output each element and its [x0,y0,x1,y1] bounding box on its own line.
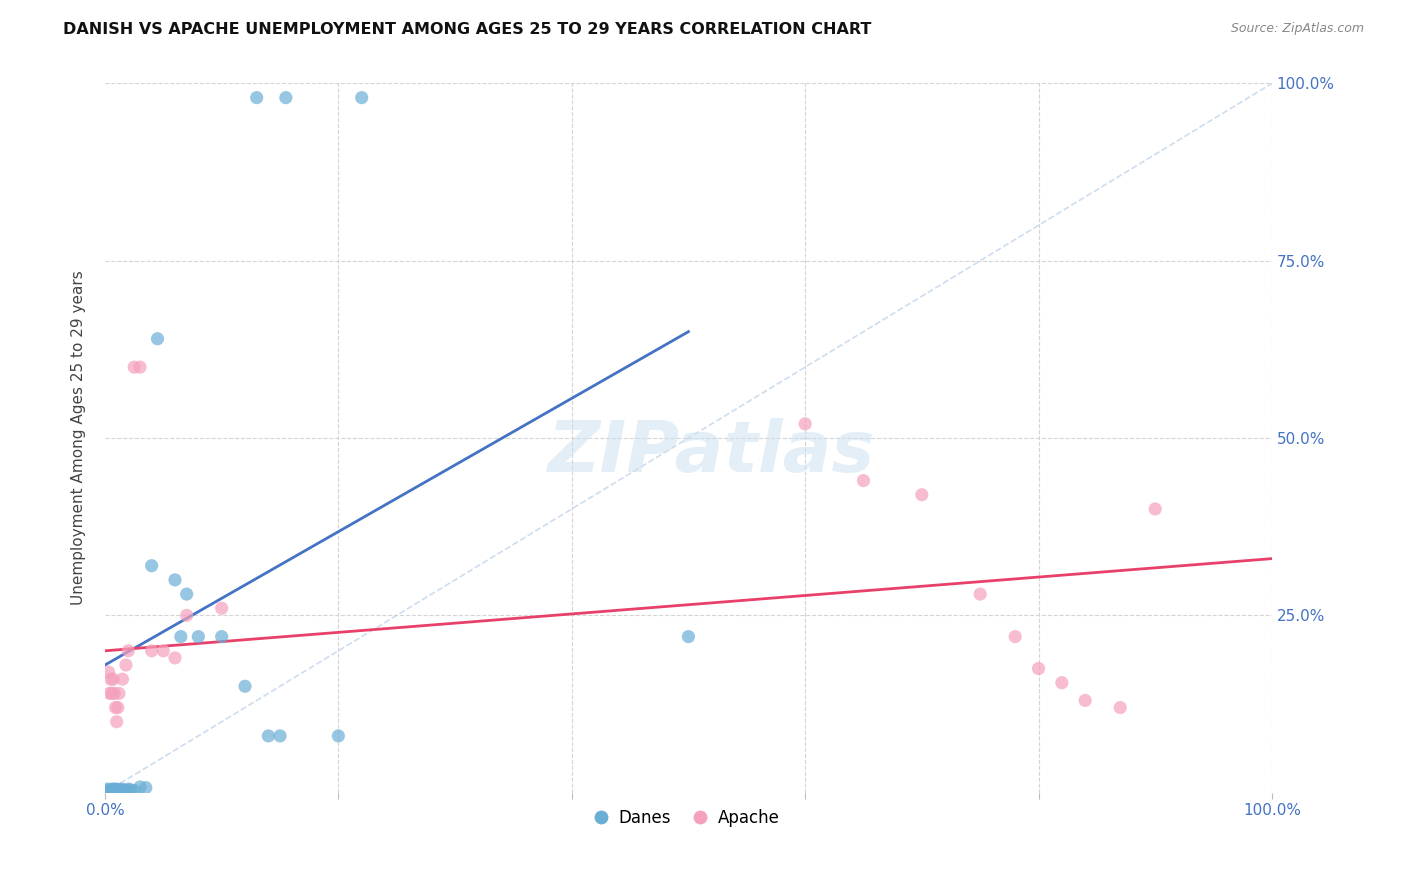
Point [328,729,350,743]
Point [101,782,124,797]
Point [141,644,163,658]
Text: Source: ZipAtlas.com: Source: ZipAtlas.com [1230,22,1364,36]
Y-axis label: Unemployment Among Ages 25 to 29 years: Unemployment Among Ages 25 to 29 years [72,270,86,606]
Legend: Danes, Apache: Danes, Apache [591,803,786,834]
Point [97,665,120,679]
Point [97,783,120,797]
Point [101,783,124,797]
Point [101,672,124,686]
Point [246,90,269,104]
Point [100,672,122,686]
Point [122,783,145,797]
Point [103,782,125,797]
Point [678,630,700,644]
Point [274,90,297,104]
Point [911,488,934,502]
Point [104,700,127,714]
Point [117,782,139,797]
Point [101,783,124,797]
Point [96,782,118,797]
Point [1004,630,1026,644]
Point [1028,661,1050,675]
Point [107,700,129,714]
Text: DANISH VS APACHE UNEMPLOYMENT AMONG AGES 25 TO 29 YEARS CORRELATION CHART: DANISH VS APACHE UNEMPLOYMENT AMONG AGES… [63,22,872,37]
Point [129,360,152,375]
Point [170,630,193,644]
Point [105,782,128,797]
Point [103,783,125,797]
Point [146,332,169,346]
Point [111,783,134,797]
Point [105,783,128,797]
Point [969,587,991,601]
Text: ZIPatlas: ZIPatlas [548,417,876,487]
Point [211,601,233,615]
Point [176,608,198,623]
Point [104,783,127,797]
Point [120,782,142,797]
Point [98,686,121,700]
Point [122,360,145,375]
Point [115,783,138,797]
Point [1050,675,1073,690]
Point [187,630,209,644]
Point [176,587,198,601]
Point [211,630,233,644]
Point [115,658,138,673]
Point [110,782,132,797]
Point [111,672,134,686]
Point [108,686,131,700]
Point [852,474,875,488]
Point [101,686,124,700]
Point [108,782,131,797]
Point [104,782,127,797]
Point [101,782,124,797]
Point [129,780,152,794]
Point [107,783,129,797]
Point [152,644,174,658]
Point [794,417,817,431]
Point [108,783,131,797]
Point [233,679,256,693]
Point [1074,693,1097,707]
Point [1109,700,1132,714]
Point [117,644,139,658]
Point [103,686,125,700]
Point [100,782,122,797]
Point [350,90,373,104]
Point [163,651,186,665]
Point [163,573,186,587]
Point [141,558,163,573]
Point [135,780,157,795]
Point [100,784,122,798]
Point [112,782,135,797]
Point [1144,502,1167,516]
Point [98,783,121,797]
Point [269,729,291,743]
Point [105,714,128,729]
Point [257,729,280,743]
